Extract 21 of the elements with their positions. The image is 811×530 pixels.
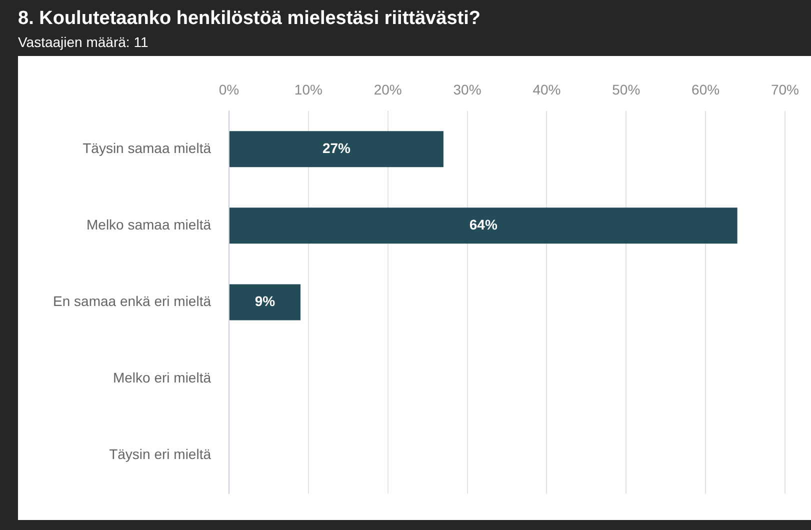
bar (230, 208, 738, 244)
x-tick-label: 30% (453, 81, 482, 98)
data-label: 64% (469, 216, 498, 232)
x-tick-label: 70% (770, 81, 800, 98)
y-tick-label: Täysin samaa mieltä (82, 140, 212, 156)
data-label: 9% (254, 293, 276, 310)
y-tick-label: Melko samaa mieltä (86, 216, 212, 232)
bar (230, 284, 300, 320)
bar (230, 131, 444, 168)
y-tick-label: Melko eri mieltä (112, 370, 212, 386)
x-tick-label: 40% (532, 81, 561, 98)
y-tick-label: Täysin eri mieltä (109, 446, 212, 462)
x-tick-label: 10% (294, 81, 322, 98)
x-tick-label: 20% (374, 81, 402, 98)
x-tick-label: 60% (692, 81, 720, 98)
x-tick-label: 50% (612, 81, 640, 98)
x-tick-label: 0% (218, 81, 240, 98)
chart-title: 8. Koulutetaanko henkilöstöä mielestäsi riittävästi? (18, 8, 480, 30)
data-label: 27% (322, 140, 352, 156)
text: Vastaajien määrä: 11 (18, 34, 148, 50)
y-tick-label: En samaa enkä eri mieltä (53, 293, 212, 310)
